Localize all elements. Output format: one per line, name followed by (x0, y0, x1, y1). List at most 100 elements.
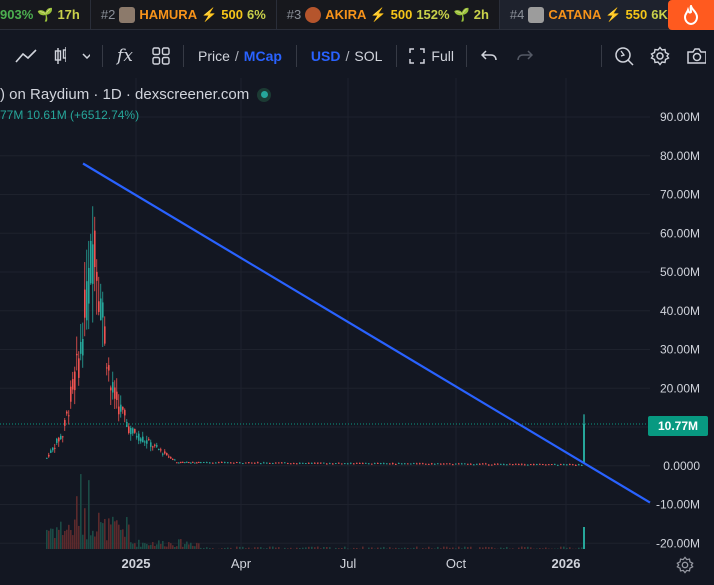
volume-bar (90, 535, 92, 549)
volume-bar (440, 548, 442, 549)
candle-body (120, 404, 122, 412)
candle-body (269, 462, 271, 464)
candle-body (275, 462, 277, 464)
trending-fire-button[interactable] (668, 0, 714, 30)
trending-item-3[interactable]: #3 AKIRA ⚡ 500 152% 🌱 2h (277, 0, 500, 29)
volume-bar (485, 546, 487, 549)
layout-button[interactable] (143, 38, 179, 74)
candle-body (326, 463, 328, 465)
usd-option[interactable]: USD (310, 48, 341, 64)
time-tick-label: 2026 (552, 556, 581, 571)
volume-bar (114, 521, 116, 549)
candle-body (413, 463, 415, 465)
fire-icon (683, 5, 699, 25)
candle-body (142, 436, 144, 443)
candle-body (284, 462, 286, 464)
volume-bar (70, 530, 72, 549)
volume-bar (323, 547, 325, 549)
volume-bar (102, 523, 104, 549)
candle-body (96, 271, 98, 281)
token-avatar (528, 6, 545, 23)
slash-separator: / (345, 48, 350, 64)
token-avatar (119, 6, 136, 23)
redo-button[interactable] (507, 38, 543, 74)
volume-bar (347, 548, 349, 549)
candles-icon (54, 47, 66, 64)
chart-type-dropdown[interactable] (74, 38, 98, 74)
candle-body (437, 463, 439, 465)
price-chart[interactable]: 90.00M 80.00M 70.00M 60.00M 50.00M 40.00M 30.0… (0, 78, 714, 585)
candlestick-series (46, 206, 585, 466)
volume-bar (118, 524, 120, 549)
candle-body (362, 463, 364, 465)
screenshot-button[interactable] (678, 38, 714, 74)
time-tick-label: Jul (340, 556, 357, 571)
candle-body (56, 438, 58, 443)
trending-item-2[interactable]: #2 HAMURA ⚡ 500 6% (91, 0, 277, 29)
candles-type-button[interactable] (46, 38, 74, 74)
candle-body (158, 448, 160, 450)
candle-body (239, 462, 241, 464)
volume-bar (449, 547, 451, 549)
candle-body (281, 462, 283, 464)
indicators-button[interactable]: fx (107, 38, 143, 74)
undo-button[interactable] (471, 38, 507, 74)
volume-bar (542, 548, 544, 549)
legend-values: 77M 10.61M (+6512.74%) (0, 108, 140, 122)
fullscreen-button[interactable]: Full (401, 38, 462, 74)
volume-bar (148, 545, 150, 549)
candle-body (200, 462, 202, 464)
volume-bar (88, 480, 90, 549)
candle-body (156, 445, 158, 447)
price-tick-label: 70.00M (660, 188, 700, 202)
candle-body (335, 463, 337, 465)
trending-item-stat: 903% (0, 7, 34, 22)
time-axis[interactable]: 2025 Apr Jul Oct 2026 (122, 556, 581, 571)
candle-body (569, 464, 571, 466)
volume-bar (506, 546, 508, 549)
candle-body (506, 464, 508, 466)
candle-body (551, 464, 553, 466)
volume-bar (245, 548, 247, 549)
volume-bar (437, 546, 439, 549)
trendline-tool-button[interactable] (6, 38, 46, 74)
volume-bar (58, 529, 60, 549)
volume-bar (196, 542, 198, 549)
mcap-option[interactable]: MCap (243, 48, 282, 64)
candle-body (404, 463, 406, 465)
candle-body (94, 230, 96, 268)
candle-body (140, 438, 142, 442)
volume-bar (260, 547, 262, 549)
volume-bar (158, 540, 160, 549)
trendline-drawing[interactable] (82, 162, 651, 504)
candle-body (419, 463, 421, 465)
candle-body (548, 464, 550, 466)
volume-bar (464, 546, 466, 549)
volume-bar (66, 529, 68, 549)
volume-bar (174, 546, 176, 549)
price-axis[interactable]: 90.00M 80.00M 70.00M 60.00M 50.00M 40.00M 30.0… (656, 110, 700, 550)
volume-bar (488, 547, 490, 549)
axis-settings-button[interactable] (676, 556, 694, 579)
redo-icon (517, 50, 533, 61)
candle-body (560, 464, 562, 466)
volume-bar (560, 546, 562, 549)
volume-bar (299, 547, 301, 549)
quick-search-button[interactable] (606, 38, 642, 74)
currency-toggle[interactable]: USD / SOL (301, 38, 392, 74)
trending-item-4[interactable]: #4 CATANA ⚡ 550 6K% (499, 0, 691, 29)
price-tick-label: 80.00M (660, 149, 700, 163)
volume-bar (144, 543, 146, 549)
price-tick-label: 60.00M (660, 226, 700, 240)
volume-bar (563, 546, 565, 549)
sol-option[interactable]: SOL (354, 48, 383, 64)
chart-toolbar: fx Price / MCap USD / SOL Full (0, 38, 714, 74)
price-mcap-toggle[interactable]: Price / MCap (188, 38, 292, 74)
volume-bar (389, 547, 391, 549)
settings-button[interactable] (642, 38, 678, 74)
trending-item-1[interactable]: 903% 🌱 17h (0, 0, 91, 29)
candle-body (443, 463, 445, 465)
candle-body (455, 463, 457, 465)
price-option[interactable]: Price (198, 48, 230, 64)
volume-bar (320, 548, 322, 549)
